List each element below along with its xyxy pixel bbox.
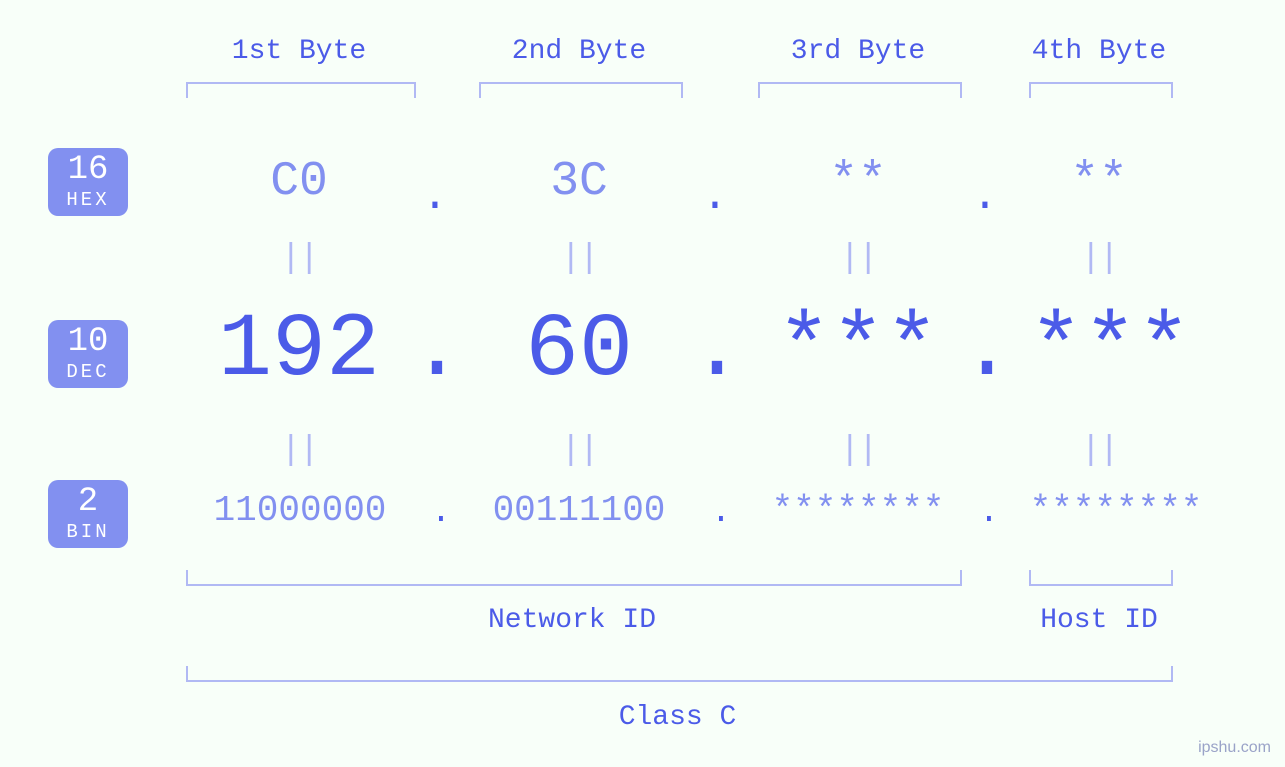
bracket-top-byte4 [1029, 82, 1173, 98]
bin-byte2: 00111100 [463, 490, 695, 531]
eq-hex-dec-3: || [758, 240, 958, 278]
hex-byte1: C0 [186, 155, 412, 209]
dec-dot-3: . [960, 300, 1010, 402]
bin-byte1: 11000000 [170, 490, 430, 531]
eq-hex-dec-4: || [1029, 240, 1169, 278]
badge-hex-base: 16 [68, 153, 109, 189]
byte-header-1: 1st Byte [186, 36, 412, 67]
badge-bin-base: 2 [78, 485, 98, 521]
eq-dec-bin-3: || [758, 432, 958, 470]
bracket-top-byte3 [758, 82, 962, 98]
label-network-id: Network ID [186, 605, 958, 636]
bracket-network-id [186, 570, 962, 586]
hex-dot-2: . [695, 172, 735, 222]
badge-hex-name: HEX [66, 191, 109, 211]
badge-hex: 16 HEX [48, 148, 128, 216]
label-host-id: Host ID [1029, 605, 1169, 636]
bracket-top-byte1 [186, 82, 416, 98]
bracket-class [186, 666, 1173, 682]
badge-dec-name: DEC [66, 363, 109, 383]
label-class: Class C [186, 702, 1169, 733]
bin-byte4: ******** [1000, 490, 1232, 531]
hex-dot-3: . [965, 172, 1005, 222]
eq-hex-dec-1: || [186, 240, 412, 278]
bin-dot-2: . [706, 494, 736, 532]
bin-dot-1: . [426, 494, 456, 532]
hex-byte3: ** [758, 155, 958, 209]
hex-byte2: 3C [479, 155, 679, 209]
byte-header-4: 4th Byte [1029, 36, 1169, 67]
bin-dot-3: . [974, 494, 1004, 532]
badge-dec: 10 DEC [48, 320, 128, 388]
dec-byte4: *** [1029, 300, 1189, 402]
hex-dot-1: . [415, 172, 455, 222]
badge-bin-name: BIN [66, 523, 109, 543]
dec-byte3: *** [758, 300, 958, 402]
watermark: ipshu.com [1198, 739, 1271, 757]
bracket-host-id [1029, 570, 1173, 586]
dec-dot-1: . [410, 300, 460, 402]
eq-hex-dec-2: || [479, 240, 679, 278]
ip-diagram: 16 HEX 10 DEC 2 BIN 1st Byte 2nd Byte 3r… [0, 0, 1285, 767]
eq-dec-bin-2: || [479, 432, 679, 470]
dec-dot-2: . [690, 300, 740, 402]
badge-bin: 2 BIN [48, 480, 128, 548]
hex-byte4: ** [1029, 155, 1169, 209]
bin-byte3: ******** [742, 490, 974, 531]
dec-byte1: 192 [186, 300, 412, 402]
badge-dec-base: 10 [68, 325, 109, 361]
byte-header-2: 2nd Byte [479, 36, 679, 67]
dec-byte2: 60 [479, 300, 679, 402]
eq-dec-bin-1: || [186, 432, 412, 470]
bracket-top-byte2 [479, 82, 683, 98]
eq-dec-bin-4: || [1029, 432, 1169, 470]
byte-header-3: 3rd Byte [758, 36, 958, 67]
